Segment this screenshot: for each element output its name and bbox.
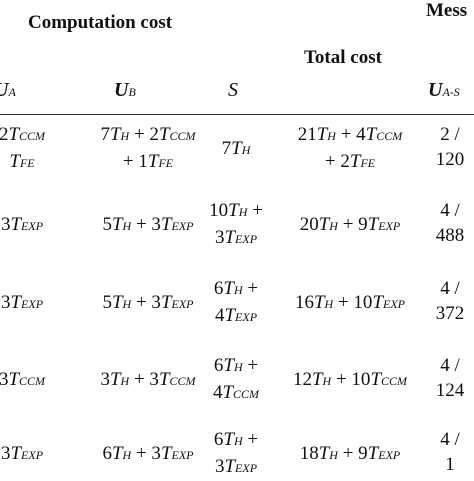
cell-line: 7TH + 2TCCM: [100, 124, 196, 145]
cell-line: 3TEXP: [0, 214, 44, 235]
cell-line: 372: [435, 303, 465, 324]
cell-line: 5TH + 3TEXP: [102, 292, 194, 313]
cell-line: 4 /: [440, 429, 460, 450]
cell-line: 4TCCM: [212, 382, 260, 403]
messages-header: Mess: [426, 0, 468, 21]
column-ub-sub: B: [128, 85, 136, 99]
cell-msg: 4 /372: [350, 276, 474, 326]
cell-line: 4 /: [440, 278, 460, 299]
cell-ub: 7TH + 2TCCM + 1TFE: [48, 122, 248, 176]
cell-msg: 4 /124: [350, 353, 474, 403]
cell-ub: 6TH + 3TEXP: [48, 441, 248, 468]
cell-line: 488: [435, 225, 465, 246]
cell-line: 2TCCM: [0, 124, 46, 145]
computation-cost-header: Computation cost: [28, 12, 173, 33]
cell-line: 6TH +: [213, 355, 259, 376]
cell-line: 6TH +: [213, 429, 259, 450]
cell-line: 21TH + 4TCCM: [297, 124, 403, 145]
cell-line: TFE: [9, 151, 35, 172]
cell-line: 6TH + 3TEXP: [102, 443, 194, 464]
cell-s: 6TH + 4TEXP: [136, 276, 336, 330]
cell-line: 16TH + 10TEXP: [294, 292, 406, 313]
cell-total: 18TH + 9TEXP: [250, 441, 450, 468]
cell-line: 7TH: [221, 138, 251, 159]
cell-line: 3TEXP: [0, 443, 44, 464]
cell-msg: 4 /1: [350, 427, 474, 477]
cell-line: + 1TFE: [122, 151, 174, 172]
cell-ua: 3TEXP: [0, 290, 122, 317]
cell-line: 3TH + 3TCCM: [100, 369, 196, 390]
cell-ub: 5TH + 3TEXP: [48, 290, 248, 317]
cell-line: 120: [435, 149, 465, 170]
cell-total: 12TH + 10TCCM: [250, 367, 450, 394]
cell-line: 124: [435, 380, 465, 401]
cell-line: 3TEXP: [0, 292, 44, 313]
column-ua-header: UA: [0, 79, 16, 102]
cell-total: 16TH + 10TEXP: [250, 290, 450, 317]
cell-ua: 3TCCM: [0, 367, 122, 394]
cell-msg: 4 /488: [350, 198, 474, 248]
cell-line: 18TH + 9TEXP: [299, 443, 401, 464]
cell-line: 3TEXP: [214, 227, 258, 248]
cell-line: + 2TFE: [324, 151, 376, 172]
cell-ua: 2TCCM TFE: [0, 122, 122, 176]
cell-total: 21TH + 4TCCM + 2TFE: [250, 122, 450, 176]
cell-msg: 2 /120: [350, 122, 474, 172]
cell-total: 20TH + 9TEXP: [250, 212, 450, 239]
cell-line: 4 /: [440, 200, 460, 221]
cell-s: 6TH + 4TCCM: [136, 353, 336, 407]
cell-ub: 3TH + 3TCCM: [48, 367, 248, 394]
header-rule: [0, 114, 474, 115]
column-s-header: S: [228, 79, 238, 101]
cell-line: 6TH +: [213, 278, 259, 299]
cell-line: 12TH + 10TCCM: [292, 369, 408, 390]
cell-line: 5TH + 3TEXP: [102, 214, 194, 235]
column-uas-sub: A-S: [442, 85, 460, 99]
cell-s: 7TH: [136, 136, 336, 163]
cell-ua: 3TEXP: [0, 441, 122, 468]
cell-line: 3TCCM: [0, 369, 46, 390]
cell-line: 1: [445, 454, 455, 475]
total-cost-header: Total cost: [304, 47, 382, 68]
cell-line: 4 /: [440, 355, 460, 376]
column-ua-sub: A: [8, 85, 16, 99]
cell-line: 3TEXP: [214, 456, 258, 477]
cell-ua: 3TEXP: [0, 212, 122, 239]
cell-line: 2 /: [440, 124, 460, 145]
column-uas-header: UA-S: [428, 79, 460, 101]
cell-s: 6TH + 3TEXP: [136, 427, 336, 481]
cell-line: 4TEXP: [214, 305, 258, 326]
cell-line: 20TH + 9TEXP: [299, 214, 401, 235]
cell-ub: 5TH + 3TEXP: [48, 212, 248, 239]
cell-s: 10TH + 3TEXP: [136, 198, 336, 252]
cell-line: 10TH +: [209, 200, 263, 221]
column-ub-header: UB: [114, 79, 136, 101]
